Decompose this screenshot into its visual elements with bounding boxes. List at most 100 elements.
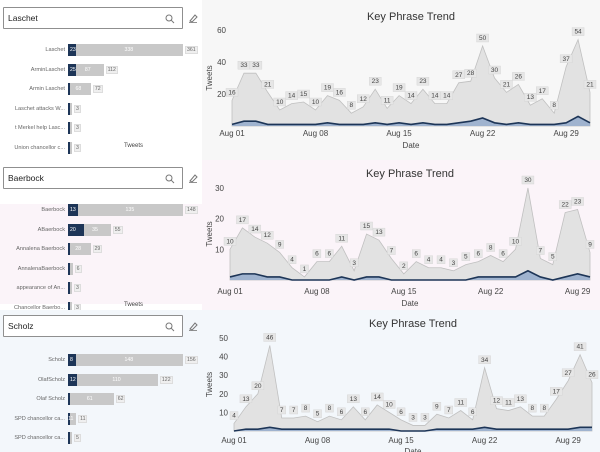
bar-list: Baerbock 13 135 148 ABaerbock 20 35 55 Annalena …	[0, 204, 202, 314]
data-label: 7	[390, 248, 394, 255]
data-label-bg	[309, 97, 322, 107]
search-icon[interactable]	[164, 173, 176, 185]
bar-label: ArminLaschet	[30, 66, 65, 73]
bar-filtered-value: 20	[70, 226, 76, 233]
data-label: 11	[384, 97, 391, 104]
data-label: 34	[481, 357, 489, 364]
data-label: 5	[316, 411, 320, 418]
data-label: 3	[411, 414, 415, 421]
bar-label: Olaf Scholz	[36, 396, 65, 402]
data-label-bg	[301, 403, 310, 413]
bar-row[interactable]: ArminLaschet 25 87 112	[0, 63, 202, 76]
search-icon[interactable]	[164, 321, 176, 333]
bar-row[interactable]: t Merkel help Lasc... 3	[0, 122, 202, 134]
bar-label: Annalena Baerbock	[16, 246, 65, 252]
bar-grey-value: 28	[75, 246, 82, 252]
bar-row[interactable]: OlafScholz 12 110 122	[0, 373, 202, 386]
bar-filtered	[68, 262, 70, 275]
bar-total	[68, 122, 72, 134]
data-label: 16	[336, 89, 344, 96]
bar-row[interactable]: Olaf Scholz 61 62	[0, 393, 202, 405]
bar-total	[68, 432, 72, 444]
data-label-bg	[521, 175, 535, 185]
search-input[interactable]	[8, 171, 158, 185]
search-box[interactable]	[3, 7, 183, 29]
data-label: 13	[242, 396, 250, 403]
data-label: 10	[226, 238, 234, 245]
data-label-bg	[548, 252, 557, 261]
eraser-icon[interactable]	[187, 12, 199, 24]
bar-row[interactable]: AnnalenaBaerbock 6	[0, 262, 202, 275]
data-label: 12	[493, 398, 501, 405]
data-label: 23	[372, 78, 380, 85]
bar-filtered-value: 23	[70, 47, 76, 53]
search-box[interactable]	[3, 167, 183, 189]
y-tick-label: 20	[215, 215, 224, 224]
data-label: 14	[374, 394, 382, 401]
bar-row[interactable]: Scholz 8 148 156	[0, 354, 202, 366]
search-input[interactable]	[8, 11, 158, 25]
bar-grey-value: 68	[75, 86, 82, 92]
eraser-icon[interactable]	[187, 172, 199, 184]
bar-total	[68, 243, 91, 255]
data-label-bg	[476, 33, 489, 43]
bar-total-value: 6	[74, 264, 82, 273]
x-tick-label: Aug 15	[388, 436, 414, 445]
bar-filtered	[68, 393, 70, 405]
data-label: 19	[324, 85, 332, 92]
bar-label: Armin Laschet	[29, 86, 65, 92]
bar-row[interactable]: SPD chancellor ca... 5	[0, 432, 202, 444]
x-tick-label: Aug 15	[391, 287, 417, 296]
data-label-bg	[461, 252, 471, 261]
data-label: 6	[414, 251, 418, 258]
bar-row[interactable]: Union chancellor c... 3	[0, 141, 202, 154]
data-label-bg	[347, 394, 360, 404]
bar-total-value: 72	[92, 85, 103, 93]
data-label: 6	[327, 251, 331, 258]
filtered-line	[233, 426, 592, 432]
search-input[interactable]	[8, 319, 158, 333]
bar-row[interactable]: Laschet attacks W... 3	[0, 102, 202, 115]
data-label-bg	[583, 80, 597, 89]
bar-total	[68, 102, 72, 115]
bar-filtered	[68, 354, 76, 366]
data-label-bg	[585, 370, 599, 379]
data-label: 21	[586, 81, 594, 88]
data-label: 7	[292, 407, 296, 414]
data-label-bg	[248, 224, 262, 234]
bar-row[interactable]: Annalena Baerbock 28 29	[0, 243, 202, 255]
data-label-bg	[436, 255, 446, 264]
data-label: 4	[439, 257, 443, 264]
bar-row[interactable]: Baerbock 13 135 148	[0, 204, 202, 216]
bar-row[interactable]: appearance of An... 3	[0, 282, 202, 294]
bar-row[interactable]: SPD chancellor ca... 11 11	[0, 412, 202, 425]
bar-row[interactable]: ABaerbock 20 35 55	[0, 223, 202, 236]
search-icon[interactable]	[164, 13, 176, 25]
data-label-bg	[408, 413, 418, 422]
bar-filtered	[68, 63, 76, 76]
bar-grey-value: 61	[86, 396, 93, 402]
bar-row[interactable]: Armin Laschet 68 72	[0, 83, 202, 95]
data-label: 41	[576, 344, 584, 351]
data-label: 9	[588, 241, 592, 248]
data-label-bg	[249, 61, 263, 70]
data-label: 10	[386, 401, 394, 408]
eraser-icon[interactable]	[187, 320, 199, 332]
chart-title: Key Phrase Trend	[369, 318, 457, 330]
bar-total	[68, 63, 104, 76]
data-label-bg	[275, 240, 284, 249]
data-label: 8	[350, 102, 354, 109]
bar-row[interactable]: Laschet 23 338 361	[0, 44, 202, 56]
data-label: 13	[527, 94, 535, 101]
data-label-bg	[412, 249, 421, 258]
data-label-bg	[454, 398, 467, 407]
data-label: 21	[503, 81, 511, 88]
data-label-bg	[380, 96, 394, 105]
data-label-bg	[571, 197, 584, 206]
data-label: 1	[303, 266, 307, 273]
bar-total-value: 122	[159, 375, 173, 384]
search-box[interactable]	[3, 315, 183, 337]
bar-label: Union chancellor c...	[14, 144, 65, 151]
